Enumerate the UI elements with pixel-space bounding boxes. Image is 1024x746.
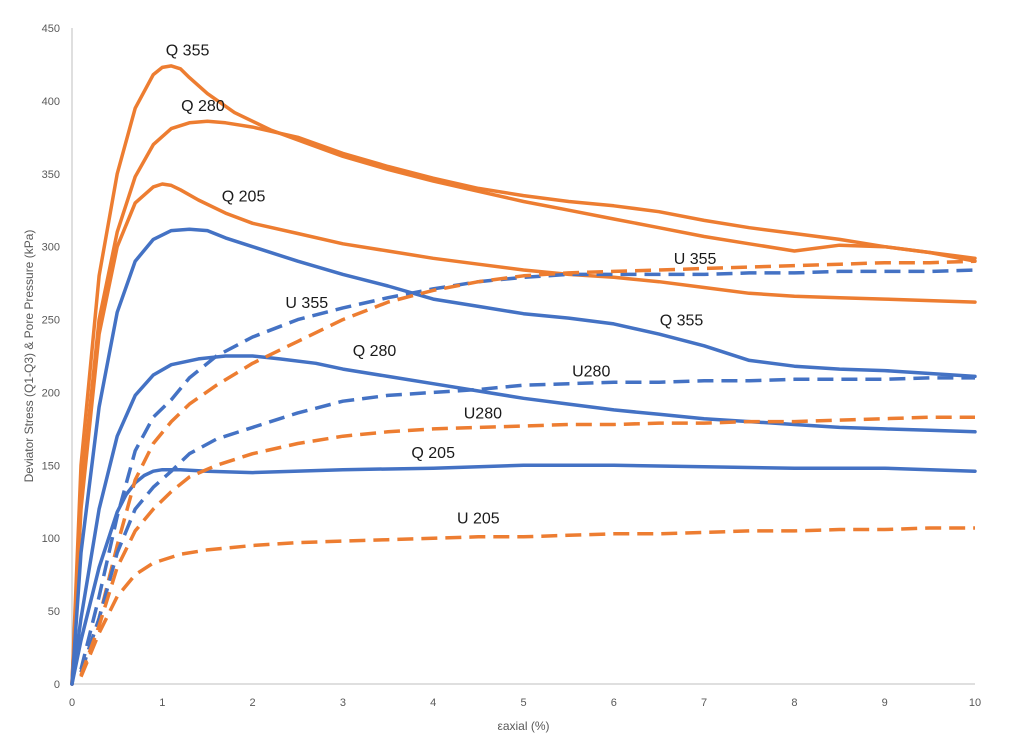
series-annotation: Q 355 <box>660 312 704 329</box>
series-line-5 <box>70 354 977 686</box>
series-annotation: Q 355 <box>166 43 210 60</box>
y-tick-label: 250 <box>42 315 60 327</box>
series-annotation: U280 <box>572 363 610 380</box>
series-line-10 <box>79 415 975 676</box>
x-tick-label: 7 <box>701 697 707 709</box>
x-tick-label: 10 <box>969 697 981 709</box>
series-line-2 <box>70 119 977 686</box>
y-tick-labels: 0 50 100 150 200 250 300 350 400 450 <box>42 23 60 691</box>
series-annotation: U280 <box>464 406 502 423</box>
y-tick-label: 50 <box>48 606 60 618</box>
x-tick-label: 5 <box>520 697 526 709</box>
series-annotation: Q 205 <box>222 188 266 205</box>
annotation-layer: Q 355 Q 280 Q 205 U 355 U 355 Q 355 Q 280 U280 U… <box>166 43 717 528</box>
series-annotation: Q 280 <box>181 98 225 115</box>
x-axis-title: εaxial (%) <box>497 719 549 733</box>
y-tick-label: 450 <box>42 23 60 35</box>
y-tick-label: 150 <box>42 460 60 472</box>
x-tick-label: 9 <box>882 697 888 709</box>
series-line-8 <box>79 259 976 673</box>
y-tick-label: 200 <box>42 387 60 399</box>
series-line-11 <box>79 526 975 678</box>
series-annotation: U 355 <box>674 251 717 268</box>
series-line-1 <box>70 64 977 686</box>
y-axis-title: Deviator Stress (Q1-Q3) & Pore Pressure … <box>22 230 36 483</box>
y-tick-label: 100 <box>42 533 60 545</box>
y-tick-label: 300 <box>42 242 60 254</box>
series-line-9 <box>79 376 975 673</box>
x-tick-label: 4 <box>430 697 436 709</box>
series-line-6 <box>70 463 977 686</box>
series-annotation: Q 280 <box>353 343 397 360</box>
x-tick-label: 0 <box>69 697 75 709</box>
series-annotation: U 355 <box>285 295 328 312</box>
y-tick-label: 350 <box>42 169 60 181</box>
x-tick-label: 1 <box>159 697 165 709</box>
x-tick-labels: 0 1 2 3 4 5 6 7 8 9 10 <box>69 697 981 709</box>
x-tick-label: 8 <box>791 697 797 709</box>
x-tick-label: 6 <box>611 697 617 709</box>
x-tick-label: 3 <box>340 697 346 709</box>
y-tick-label: 400 <box>42 96 60 108</box>
x-tick-label: 2 <box>250 697 256 709</box>
axes <box>71 28 975 685</box>
series-annotation: U 205 <box>457 511 500 528</box>
series-annotation: Q 205 <box>411 445 455 462</box>
series-layer <box>70 64 977 686</box>
y-tick-label: 0 <box>54 679 60 691</box>
series-line-3 <box>70 182 977 686</box>
series-line-4 <box>70 227 977 686</box>
